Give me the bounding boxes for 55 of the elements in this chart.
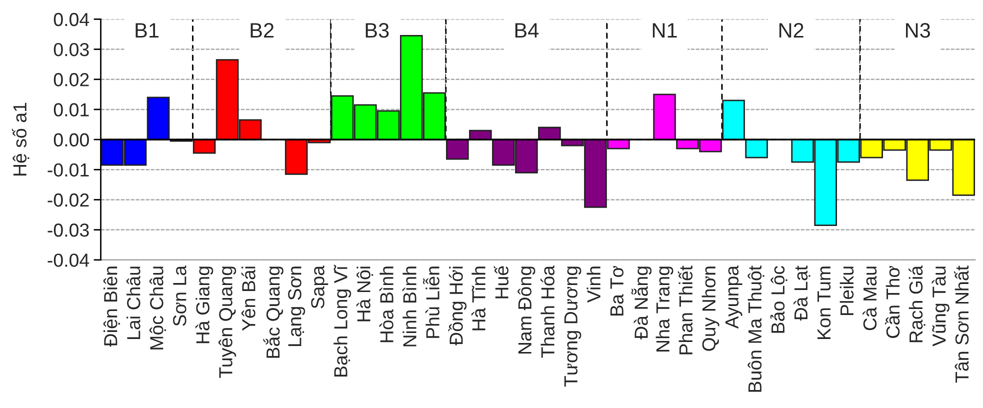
x-tick-label: Mộc Châu	[149, 266, 166, 350]
x-tick-label: Phan Thiết	[678, 266, 693, 354]
y-tick-label: 0.00	[54, 133, 89, 147]
y-axis-title: Hệ số a1	[12, 102, 30, 176]
x-tick-label: Quy Nhơn	[702, 266, 720, 351]
x-tick-label: Buôn Ma Thuột	[748, 266, 764, 392]
y-tick-label: 0.03	[54, 42, 89, 56]
x-tick-label: Bắc Quang	[263, 266, 284, 358]
x-tick-label: Nha Trang	[656, 266, 674, 352]
x-tick-label: Lạng Sơn	[288, 266, 306, 346]
band-label: B3	[366, 23, 389, 38]
x-tick-label: Ayunpa	[725, 265, 742, 329]
x-tick-label: Đà Lạt	[794, 266, 810, 321]
y-tick-label: 0.04	[54, 12, 90, 26]
y-tick-label: -0.01	[48, 163, 89, 177]
x-tick-label: Sơn La	[173, 265, 186, 326]
x-tick-label: Vũng Tàu	[932, 266, 950, 346]
band-label: N2	[779, 23, 804, 38]
x-tick-label: Cần Thơ	[885, 266, 900, 338]
x-tick-label: Vinh	[586, 266, 600, 303]
y-tick-label: -0.02	[48, 193, 89, 207]
x-tick-label: Điện Biên	[103, 266, 120, 347]
band-label: B2	[250, 23, 274, 38]
x-tick-label: Kon Tum	[818, 266, 831, 339]
x-tick-label: Hà Giang	[195, 266, 214, 344]
x-tick-label: Đà Nẵng	[631, 266, 652, 340]
x-tick-label: Hòa Bình	[379, 266, 394, 342]
x-tick-label: Pleiku	[840, 266, 854, 315]
x-tick-label: Sapa	[311, 265, 328, 308]
y-tick-label: -0.04	[48, 254, 90, 267]
x-tick-label: Yên Bái	[241, 266, 256, 331]
y-tick-label: 0.01	[54, 103, 89, 116]
band-label: N1	[652, 23, 677, 38]
band-label: N3	[906, 23, 930, 38]
band-label: B4	[515, 23, 539, 38]
band-label: B1	[136, 23, 158, 38]
x-tick-label: Rạch Giá	[908, 265, 926, 342]
x-tick-label: Bạch Long Vĩ	[334, 264, 352, 376]
x-tick-label: Nam Đông	[518, 266, 536, 354]
x-tick-label: Tuyên Quang	[218, 266, 236, 378]
y-tick-label: 0.02	[54, 73, 89, 86]
x-tick-label: Cà Mau	[862, 266, 877, 330]
x-tick-label: Tương Dương	[564, 266, 582, 387]
x-tick-label: Bảo Lộc	[770, 266, 788, 333]
x-tick-label: Hà Nội	[356, 266, 374, 322]
x-tick-label: Huế	[494, 266, 508, 298]
x-tick-label: Đồng Hới	[448, 266, 467, 346]
x-tick-label: Ba Tơ	[610, 266, 624, 316]
x-tick-label: Hà Tĩnh	[471, 266, 486, 330]
y-tick-label: -0.03	[48, 224, 89, 237]
x-tick-label: Ninh Bình	[402, 266, 416, 346]
x-tick-label: Phù Liễn	[423, 266, 440, 338]
x-tick-label: Thanh Hóa	[540, 265, 554, 358]
x-tick-label: Tân Sơn Nhất	[954, 266, 969, 383]
x-tick-label: Lai Châu	[126, 266, 140, 339]
